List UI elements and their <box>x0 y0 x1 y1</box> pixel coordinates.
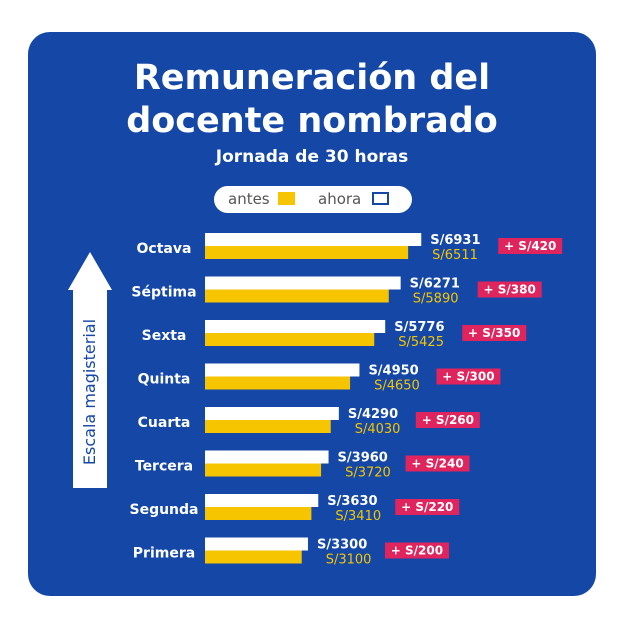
increase-badge <box>436 368 501 385</box>
category-label: Octava <box>137 241 192 257</box>
y-axis-label: Escala magisterial <box>80 318 99 466</box>
increase-label: + S/240 <box>411 457 463 471</box>
value-label-ahora: S/6931 <box>430 233 480 248</box>
increase-label: + S/300 <box>442 370 494 384</box>
increase-badge <box>384 542 449 559</box>
legend-swatch-antes <box>278 192 295 205</box>
value-label-ahora: S/4290 <box>348 407 398 422</box>
bar-ahora <box>205 276 401 290</box>
increase-badge <box>462 325 527 341</box>
bar-antes <box>205 420 331 433</box>
value-label-antes: S/5890 <box>413 292 459 307</box>
bar-antes <box>205 550 302 564</box>
bar-ahora <box>205 494 319 507</box>
category-label: Primera <box>133 546 195 562</box>
bar-ahora <box>205 320 386 333</box>
bar-ahora <box>205 537 308 551</box>
value-label-antes: S/4030 <box>355 422 401 437</box>
value-label-antes: S/3410 <box>335 509 381 524</box>
increase-label: + S/350 <box>468 326 520 340</box>
category-label: Cuarta <box>138 415 191 431</box>
bar-antes <box>205 463 322 477</box>
value-label-antes: S/4650 <box>374 379 420 394</box>
category-label: Tercera <box>135 459 193 475</box>
increase-label: + S/380 <box>483 283 535 297</box>
chart-subtitle: Jornada de 30 horas <box>215 147 409 167</box>
increase-badge <box>477 281 542 298</box>
category-label: Quinta <box>138 372 191 388</box>
category-label: Sexta <box>142 328 187 344</box>
value-label-ahora: S/3960 <box>338 451 388 466</box>
value-label-antes: S/5425 <box>398 335 444 350</box>
increase-label: + S/200 <box>391 544 443 558</box>
value-label-ahora: S/3630 <box>327 494 377 509</box>
legend: antes ahora <box>214 186 412 213</box>
legend-swatch-ahora <box>372 192 389 205</box>
bar-antes <box>205 507 312 520</box>
bar-ahora <box>205 407 339 420</box>
increase-badge <box>395 499 460 515</box>
category-label: Segunda <box>129 502 198 518</box>
value-label-antes: S/3720 <box>345 466 391 481</box>
up-arrow-icon <box>68 252 112 488</box>
bar-antes <box>205 289 389 303</box>
chart-title-line-2: docente nombrado <box>126 101 498 141</box>
increase-label: + S/260 <box>422 413 474 427</box>
legend-label-ahora: ahora <box>318 190 362 208</box>
bar-antes <box>205 246 409 259</box>
bar-antes <box>205 376 351 390</box>
increase-badge <box>405 455 470 472</box>
increase-badge <box>498 238 563 254</box>
bar-ahora <box>205 363 360 377</box>
increase-label: + S/420 <box>504 239 556 253</box>
value-label-ahora: S/3300 <box>317 538 367 553</box>
increase-badge <box>415 412 480 428</box>
bar-antes <box>205 333 375 346</box>
value-label-ahora: S/6271 <box>410 277 460 292</box>
value-label-ahora: S/4950 <box>368 364 418 379</box>
bar-ahora <box>205 450 329 464</box>
chart-title-line-1: Remuneración del <box>133 58 491 98</box>
category-label: Séptima <box>131 285 196 301</box>
value-label-ahora: S/5776 <box>394 320 444 335</box>
legend-label-antes: antes <box>228 190 270 208</box>
increase-label: + S/220 <box>401 500 453 514</box>
bar-ahora <box>205 233 422 246</box>
value-label-antes: S/6511 <box>432 248 478 263</box>
value-label-antes: S/3100 <box>326 553 372 568</box>
